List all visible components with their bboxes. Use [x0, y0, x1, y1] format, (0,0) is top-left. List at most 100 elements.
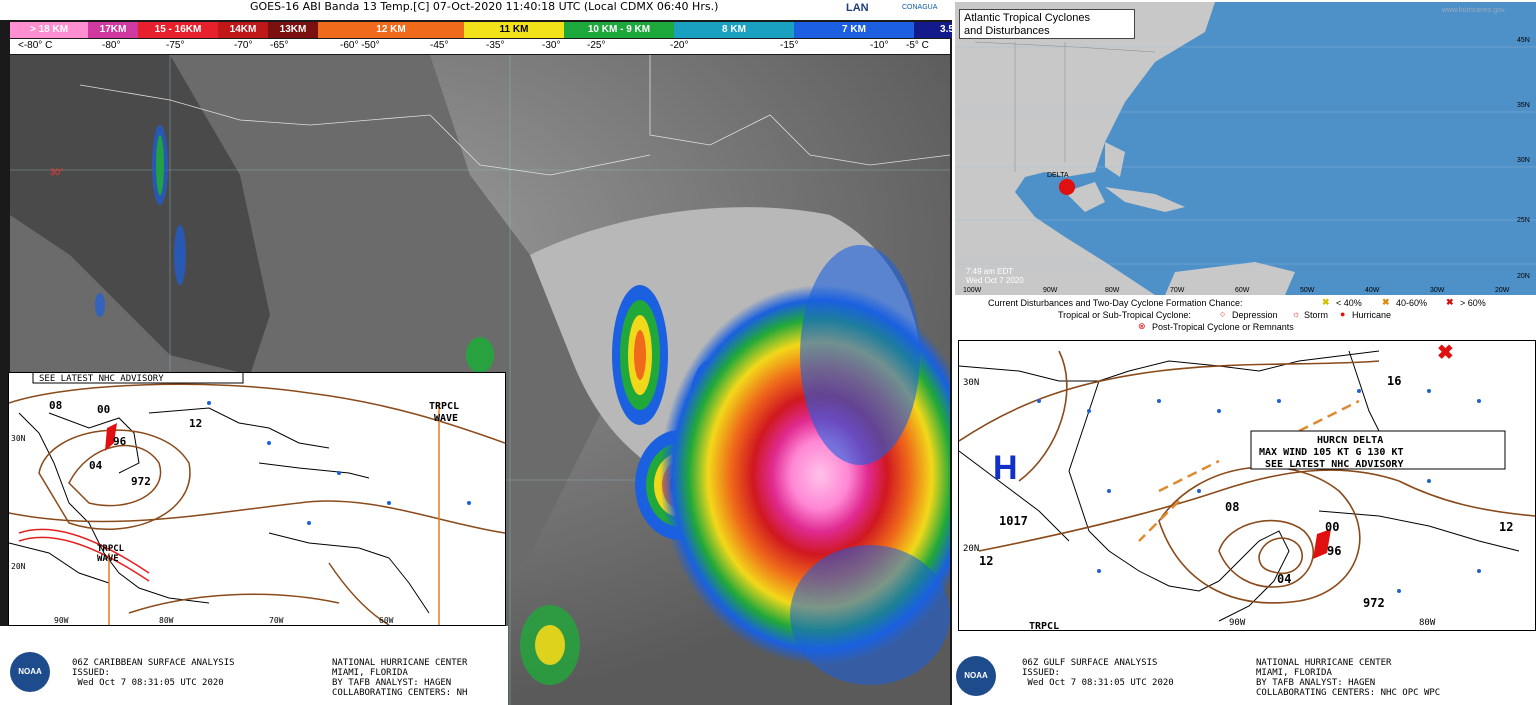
scale-tick: -20°: [670, 40, 689, 51]
atl-lat-20n: 20N: [1517, 273, 1530, 280]
atlantic-time: 7:49 am EDT: [966, 267, 1014, 276]
scale-tick: -65°: [270, 40, 289, 51]
legend-hurricane: Hurricane: [1352, 310, 1392, 320]
atl-lon-90w: 90W: [1043, 287, 1058, 294]
hurricane-icon: ●: [1340, 309, 1346, 319]
caribbean-footer: NOAA 06Z CARIBBEAN SURFACE ANALYSIS ISSU…: [0, 626, 508, 705]
caribbean-surface-analysis: SEE LATEST NHC ADVISORY TRPCL WAVE TRPCL…: [8, 372, 506, 626]
atl-lon-20w: 20W: [1495, 287, 1510, 294]
gulf-box-line2: MAX WIND 105 KT G 130 KT: [1259, 447, 1404, 458]
legend-depression: Depression: [1232, 310, 1278, 320]
gulf-p08: 08: [1225, 500, 1239, 514]
conagua-logo: CONAGUA: [902, 4, 938, 11]
high-pressure-symbol: H: [993, 449, 1018, 487]
gulf-box-line1: HURCN DELTA: [1317, 435, 1383, 446]
gulf-p16: 16: [1387, 374, 1401, 388]
legend-line1: Current Disturbances and Two-Day Cyclone…: [988, 298, 1243, 308]
cloud-top-color-scale: > 18 KM 17KM 15 - 16KM 14KM 13KM 12 KM 11 KM 10…: [10, 22, 952, 38]
scale-tick: -25°: [587, 40, 606, 51]
gulf-box-line3: SEE LATEST NHC ADVISORY: [1265, 459, 1403, 470]
gulf-p972: 972: [1363, 596, 1385, 610]
carib-banner: SEE LATEST NHC ADVISORY: [39, 374, 164, 384]
atlantic-title-line1: Atlantic Tropical Cyclones: [964, 12, 1090, 24]
scale-tick: -70°: [234, 40, 253, 51]
scale-band: 11 KM: [464, 22, 564, 38]
noaa-logo-gulf: NOAA: [956, 656, 996, 696]
scale-band: 10 KM - 9 KM: [564, 22, 674, 38]
legend-4060: 40-60%: [1396, 298, 1428, 308]
goes-satellite-panel: GOES-16 ABI Banda 13 Temp.[C] 07-Oct-202…: [0, 0, 952, 705]
atlantic-timestamp: 7:49 am EDT Wed Oct 7 2020: [966, 267, 1024, 285]
carib-lat-20n: 20N: [11, 562, 26, 571]
gulf-lat-30n: 30N: [963, 378, 979, 388]
scale-tick: -15°: [780, 40, 799, 51]
x-orange-icon: ✖: [1382, 297, 1390, 307]
x-yellow-icon: ✖: [1322, 297, 1330, 307]
atl-lat-45n: 45N: [1517, 37, 1530, 44]
atlantic-date: Wed Oct 7 2020: [966, 276, 1024, 285]
scale-tick: -30°: [542, 40, 561, 51]
carib-p04: 04: [89, 459, 103, 472]
gulf-p12a: 12: [979, 554, 993, 568]
carib-lon-80w: 80W: [159, 616, 174, 625]
scale-tick: -80°: [102, 40, 121, 51]
gulf-p04: 04: [1277, 572, 1291, 586]
atl-lat-30n: 30N: [1517, 157, 1530, 164]
legend-gt60: > 60%: [1460, 298, 1486, 308]
carib-wave-label: TRPCL: [429, 401, 459, 412]
atlantic-title-line2: and Disturbances: [964, 25, 1050, 37]
carib-footer-right: NATIONAL HURRICANE CENTER MIAMI, FLORIDA…: [332, 658, 468, 698]
scale-tick: -5° C: [906, 40, 929, 51]
depression-icon: ○: [1220, 309, 1226, 319]
x-red-icon: ✖: [1446, 297, 1454, 307]
gulf-footer-right: NATIONAL HURRICANE CENTER MIAMI, FLORIDA…: [1256, 658, 1441, 698]
lan-logo: LAN: [846, 2, 869, 14]
gulf-footer-left: 06Z GULF SURFACE ANALYSIS ISSUED: Wed Oc…: [1022, 658, 1174, 688]
atl-lon-50w: 50W: [1300, 287, 1315, 294]
carib-lon-70w: 70W: [269, 616, 284, 625]
legend-storm: Storm: [1304, 310, 1329, 320]
carib-p972: 972: [131, 475, 151, 488]
carib-wave2-label-b: WAVE: [97, 554, 119, 564]
gulf-lat-20n: 20N: [963, 544, 979, 554]
goes-title: GOES-16 ABI Banda 13 Temp.[C] 07-Oct-202…: [250, 0, 719, 13]
scale-band: 3.5 - 5KM: [914, 22, 952, 38]
carib-lon-90w: 90W: [54, 616, 69, 625]
atl-lat-35n: 35N: [1517, 102, 1530, 109]
gulf-surface-analysis: ✖ HURCN DELTA MAX WIND 105 KT G 130 KT S…: [958, 340, 1536, 631]
atl-lon-40w: 40W: [1365, 287, 1380, 294]
x-red-icon: ✖: [1437, 342, 1454, 364]
atl-lat-25n: 25N: [1517, 217, 1530, 224]
legend-line3: Post-Tropical Cyclone or Remnants: [1152, 322, 1294, 332]
grid-lat-label: 30°: [50, 167, 64, 177]
scale-tick: -45°: [430, 40, 449, 51]
atl-lon-30w: 30W: [1430, 287, 1445, 294]
gulf-trpcl: TRPCL: [1029, 621, 1059, 630]
gulf-p12b: 12: [1499, 520, 1513, 534]
scale-tick: <-80° C: [18, 40, 53, 51]
atl-lon-100w: 100W: [963, 287, 982, 294]
scale-band: 14KM: [218, 22, 268, 38]
scale-tick: -60° -50°: [340, 40, 380, 51]
carib-lat-30n: 30N: [11, 434, 26, 443]
carib-p96: 96: [113, 435, 127, 448]
outlook-legend: Current Disturbances and Two-Day Cyclone…: [952, 297, 1536, 339]
scale-tick: -35°: [486, 40, 505, 51]
scale-band: 17KM: [88, 22, 138, 38]
gulf-p1017: 1017: [999, 514, 1028, 528]
legend-line2: Tropical or Sub-Tropical Cyclone:: [1058, 310, 1191, 320]
gulf-p96: 96: [1327, 544, 1341, 558]
temperature-ticks: <-80° C -80° -75° -70° -65° -60° -50° -45° -35°…: [10, 39, 950, 54]
nhc-watermark: www.hurricanes.gov: [1442, 7, 1505, 14]
carib-p00: 00: [97, 403, 110, 416]
legend-lt40: < 40%: [1336, 298, 1362, 308]
scale-band: 15 - 16KM: [138, 22, 218, 38]
gulf-p00: 00: [1325, 520, 1339, 534]
scale-tick: -75°: [166, 40, 185, 51]
carib-wave2-label: TRPCL: [97, 544, 125, 554]
goes-title-bar: GOES-16 ABI Banda 13 Temp.[C] 07-Oct-202…: [0, 0, 952, 20]
scale-band: > 18 KM: [10, 22, 88, 38]
storm-icon: ☼: [1292, 309, 1301, 319]
noaa-logo: NOAA: [10, 652, 50, 692]
atlantic-title-box: Atlantic Tropical Cyclones and Disturban…: [959, 9, 1135, 39]
